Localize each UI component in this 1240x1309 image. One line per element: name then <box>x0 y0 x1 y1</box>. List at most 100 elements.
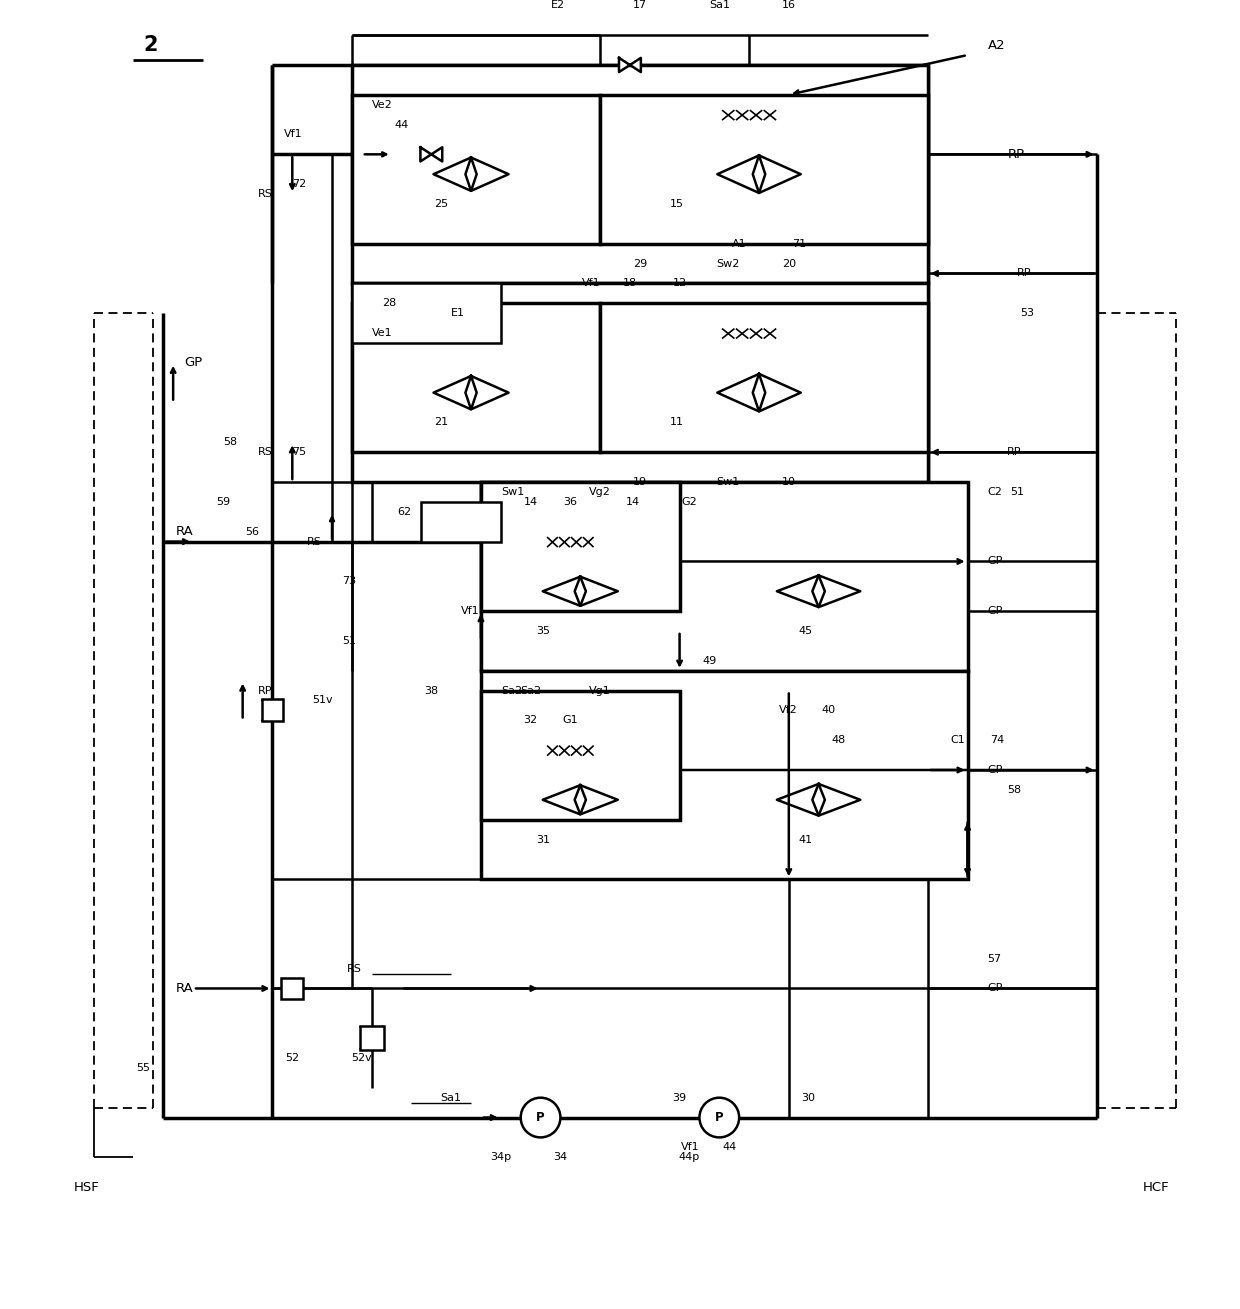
Bar <box>481 691 680 819</box>
Text: 35: 35 <box>537 626 551 636</box>
Text: 25: 25 <box>434 199 449 209</box>
Text: 28: 28 <box>382 298 396 309</box>
Text: E2: E2 <box>551 0 564 10</box>
Text: 45: 45 <box>799 626 813 636</box>
Polygon shape <box>753 156 801 192</box>
Text: 71: 71 <box>791 238 806 249</box>
Text: GP: GP <box>987 556 1003 567</box>
Text: A1: A1 <box>732 238 746 249</box>
Text: RA: RA <box>175 982 193 995</box>
Text: GP: GP <box>987 606 1003 617</box>
Polygon shape <box>619 58 641 72</box>
Text: Vf2: Vf2 <box>779 706 797 716</box>
Text: 49: 49 <box>702 656 717 666</box>
Bar <box>600 304 928 452</box>
Bar <box>352 284 501 343</box>
Text: E1: E1 <box>451 308 465 318</box>
Text: RP: RP <box>1007 148 1024 161</box>
Text: RP: RP <box>258 686 273 695</box>
Text: 57: 57 <box>987 954 1002 963</box>
Text: 30: 30 <box>802 1093 816 1102</box>
Polygon shape <box>465 376 508 410</box>
Text: Sw2: Sw2 <box>715 259 739 268</box>
Text: 72: 72 <box>293 179 306 188</box>
Text: 18: 18 <box>622 279 637 288</box>
Circle shape <box>699 1098 739 1138</box>
Text: P: P <box>536 1111 544 1124</box>
Text: Vf1: Vf1 <box>284 130 303 140</box>
Circle shape <box>521 1098 560 1138</box>
Text: RA: RA <box>175 525 193 538</box>
Text: 2: 2 <box>144 35 157 55</box>
Bar <box>422 501 501 542</box>
Text: Sa2: Sa2 <box>520 686 541 695</box>
Polygon shape <box>543 785 587 814</box>
Text: 58: 58 <box>223 437 237 448</box>
Text: 32: 32 <box>523 715 538 725</box>
Text: 56: 56 <box>246 526 259 537</box>
Bar <box>262 699 284 721</box>
Text: 21: 21 <box>434 418 449 428</box>
Bar <box>281 978 304 999</box>
Text: G2: G2 <box>682 497 697 507</box>
Text: HCF: HCF <box>1143 1181 1169 1194</box>
Polygon shape <box>777 784 825 816</box>
Polygon shape <box>753 374 801 411</box>
Text: 29: 29 <box>632 259 647 268</box>
Text: RS: RS <box>258 448 273 457</box>
Text: RS: RS <box>347 963 362 974</box>
Text: 51: 51 <box>1011 487 1024 497</box>
Text: 58: 58 <box>1007 785 1022 795</box>
Text: RS: RS <box>258 188 273 199</box>
Text: Vg1: Vg1 <box>589 686 611 695</box>
Bar <box>481 670 967 880</box>
Text: 53: 53 <box>1021 308 1034 318</box>
Text: Vf1: Vf1 <box>582 279 600 288</box>
Bar <box>352 65 928 284</box>
Text: Vf1: Vf1 <box>681 1143 699 1152</box>
Bar <box>481 482 680 611</box>
Text: RS: RS <box>308 537 322 547</box>
Text: 59: 59 <box>216 497 229 507</box>
Text: 16: 16 <box>781 0 796 10</box>
Polygon shape <box>543 577 587 606</box>
Text: 73: 73 <box>342 576 356 586</box>
Text: 52: 52 <box>285 1052 299 1063</box>
Text: 74: 74 <box>991 736 1004 745</box>
Bar <box>352 304 600 452</box>
Text: P: P <box>715 1111 724 1124</box>
Text: GP: GP <box>185 356 203 369</box>
Text: 41: 41 <box>799 835 813 844</box>
Text: 51v: 51v <box>312 695 332 706</box>
Polygon shape <box>574 577 618 606</box>
Text: 48: 48 <box>831 736 846 745</box>
Text: 14: 14 <box>523 497 538 507</box>
Text: Sw1: Sw1 <box>501 487 525 497</box>
Text: 12: 12 <box>672 279 687 288</box>
Text: 51: 51 <box>342 636 356 645</box>
Polygon shape <box>777 576 825 607</box>
Text: A2: A2 <box>987 38 1006 51</box>
Bar <box>360 1026 383 1050</box>
Bar <box>600 94 928 243</box>
Text: C2: C2 <box>987 487 1002 497</box>
Text: 38: 38 <box>424 686 439 695</box>
Text: 44: 44 <box>394 119 409 130</box>
Text: 55: 55 <box>136 1063 150 1073</box>
Text: 17: 17 <box>632 0 647 10</box>
Polygon shape <box>434 376 476 410</box>
Bar <box>352 94 600 243</box>
Text: GP: GP <box>987 764 1003 775</box>
Text: 36: 36 <box>563 497 578 507</box>
Text: G1: G1 <box>563 715 578 725</box>
Polygon shape <box>465 157 508 191</box>
Text: Ve2: Ve2 <box>372 99 393 110</box>
Text: 10: 10 <box>781 476 796 487</box>
Text: 44: 44 <box>722 1143 737 1152</box>
Text: 20: 20 <box>781 259 796 268</box>
Text: Vg2: Vg2 <box>589 487 611 497</box>
Text: HSF: HSF <box>74 1181 99 1194</box>
Text: 52v: 52v <box>351 1052 372 1063</box>
Polygon shape <box>812 576 861 607</box>
Text: Sa2: Sa2 <box>501 686 522 695</box>
